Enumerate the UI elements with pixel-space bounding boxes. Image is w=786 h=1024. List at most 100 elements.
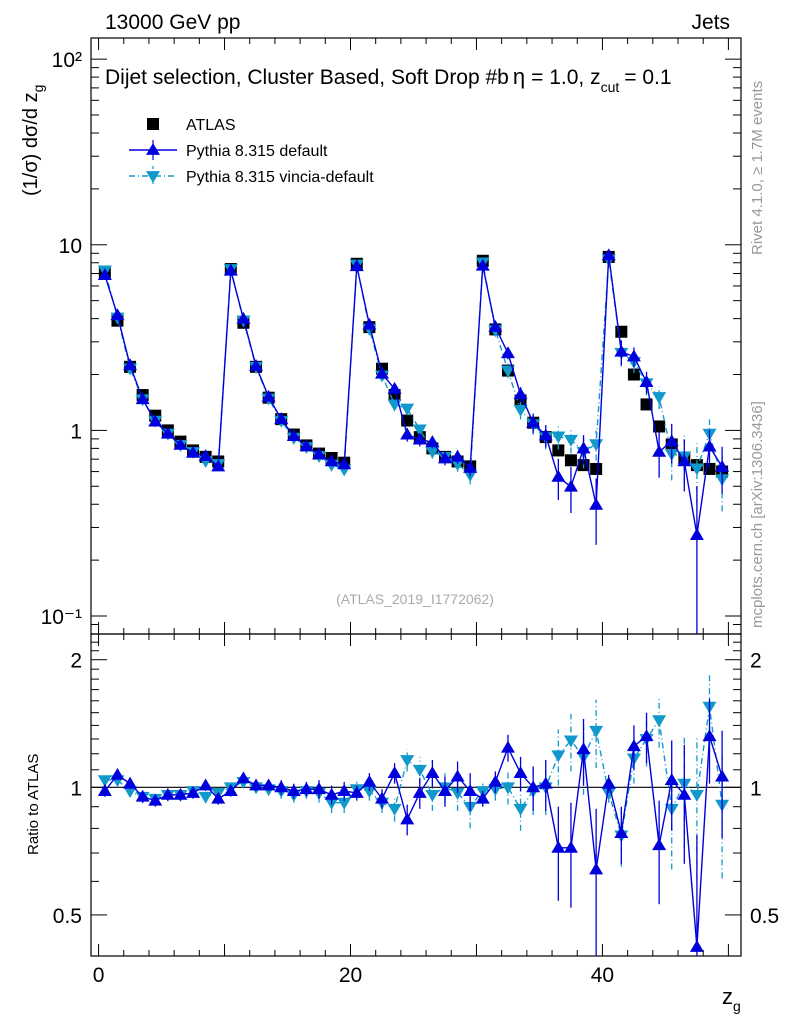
default-point (639, 375, 654, 387)
default-ratio-point (362, 774, 377, 787)
default-ratio-point (286, 784, 301, 796)
default-ratio-point (664, 773, 679, 786)
default-point (702, 439, 717, 452)
default-ratio-point (601, 776, 616, 789)
vincia-ratio-point (400, 755, 415, 768)
default-ratio-point (160, 787, 175, 800)
atlas-data-point (552, 444, 565, 457)
ratio-tick-label-right: 1 (750, 777, 762, 800)
ratio-tick-label-right: 2 (750, 650, 762, 673)
default-ratio-line (104, 734, 723, 948)
default-point (715, 459, 730, 472)
ratio-tick-label: 0.5 (53, 905, 82, 928)
default-ratio-point (173, 787, 188, 800)
vincia-ratio-point (97, 775, 112, 788)
ratio-panel: 0.5 0.5 1 1 2 2 Ratio to ATLAS (25, 633, 779, 957)
default-point (412, 432, 427, 445)
default-ratio-point (677, 787, 692, 800)
default-ratio-point (425, 766, 440, 779)
y-axis-label-main: (1/σ) dσ/d zg (20, 85, 46, 196)
default-ratio-point (97, 784, 112, 796)
default-point (135, 392, 150, 405)
vincia-ratio-line (104, 706, 723, 836)
default-point (513, 387, 528, 400)
default-ratio-point (412, 785, 427, 798)
y-tick-label: 10² (52, 49, 82, 72)
vincia-point (400, 403, 415, 416)
vincia-ratio-point (689, 789, 704, 802)
vincia-point (563, 434, 578, 447)
reference-id-label: (ATLAS_2019_I1772062) (336, 591, 494, 607)
default-ratio-point (324, 787, 339, 800)
default-point (589, 497, 604, 510)
main-panel: 10⁻¹ 1 10 10² Dijet selection, Cluster Base… (20, 37, 742, 635)
vincia-ratio-point (601, 788, 616, 800)
vincia-ratio-point (589, 725, 604, 738)
default-ratio-point (223, 784, 238, 796)
default-ratio-point (500, 740, 515, 753)
default-ratio-point (563, 840, 578, 853)
default-ratio-point (261, 778, 276, 791)
vincia-ratio-point (513, 803, 528, 816)
default-point (400, 427, 415, 440)
vincia-ratio-point (425, 789, 440, 802)
default-point (450, 449, 465, 462)
default-point (538, 428, 553, 441)
default-point (97, 268, 112, 281)
x-tick-label: 40 (591, 964, 614, 987)
default-ratio-point (652, 838, 667, 851)
default-ratio-point (110, 767, 125, 780)
atlas-data-point (653, 420, 666, 433)
default-point (437, 451, 452, 464)
vincia-point (589, 439, 604, 452)
default-ratio-point (715, 769, 730, 782)
vincia-ratio-point (563, 735, 578, 748)
default-ratio-point (274, 780, 289, 793)
atlas-data-point (627, 368, 640, 381)
default-ratio-point (551, 840, 566, 853)
default-point (312, 447, 327, 460)
default-point (349, 259, 364, 272)
default-point (274, 412, 289, 425)
default-point (387, 381, 402, 394)
vincia-point (689, 463, 704, 476)
default-point (500, 346, 515, 359)
atlas-data-point (615, 325, 628, 338)
default-ratio-point (349, 785, 364, 798)
vincia-ratio-point (362, 786, 377, 799)
vincia-point (551, 431, 566, 444)
default-point (362, 317, 377, 330)
y-tick-label: 10 (59, 235, 82, 258)
default-ratio-point (463, 784, 478, 796)
default-point (110, 308, 125, 321)
default-ratio-point (526, 780, 541, 793)
default-point (563, 479, 578, 492)
default-point (677, 454, 692, 467)
default-ratio-point (538, 776, 553, 789)
legend-atlas-label: ATLAS (186, 117, 236, 134)
default-ratio-point (488, 774, 503, 787)
default-ratio-point (450, 769, 465, 782)
rivet-version-label: Rivet 4.1.0, ≥ 1.7M events (749, 81, 766, 255)
vincia-point (500, 365, 515, 378)
default-point (551, 469, 566, 482)
default-point (223, 263, 238, 276)
default-ratio-point (337, 784, 352, 796)
default-point (299, 439, 314, 452)
default-ratio-point (576, 742, 591, 755)
default-point (249, 359, 264, 371)
default-point (211, 459, 226, 472)
vincia-ratio-point (450, 788, 465, 800)
default-ratio-point (211, 791, 226, 804)
default-point (576, 441, 591, 454)
default-ratio-point (639, 729, 654, 742)
default-ratio-point (186, 785, 201, 798)
default-ratio-point (198, 778, 213, 791)
default-ratio-point (513, 766, 528, 779)
y-tick-label: 1 (70, 420, 82, 443)
default-point (261, 389, 276, 402)
default-point (475, 258, 490, 271)
y-axis-label-ratio: Ratio to ATLAS (25, 754, 42, 855)
default-line (104, 255, 723, 536)
default-point (186, 445, 201, 458)
